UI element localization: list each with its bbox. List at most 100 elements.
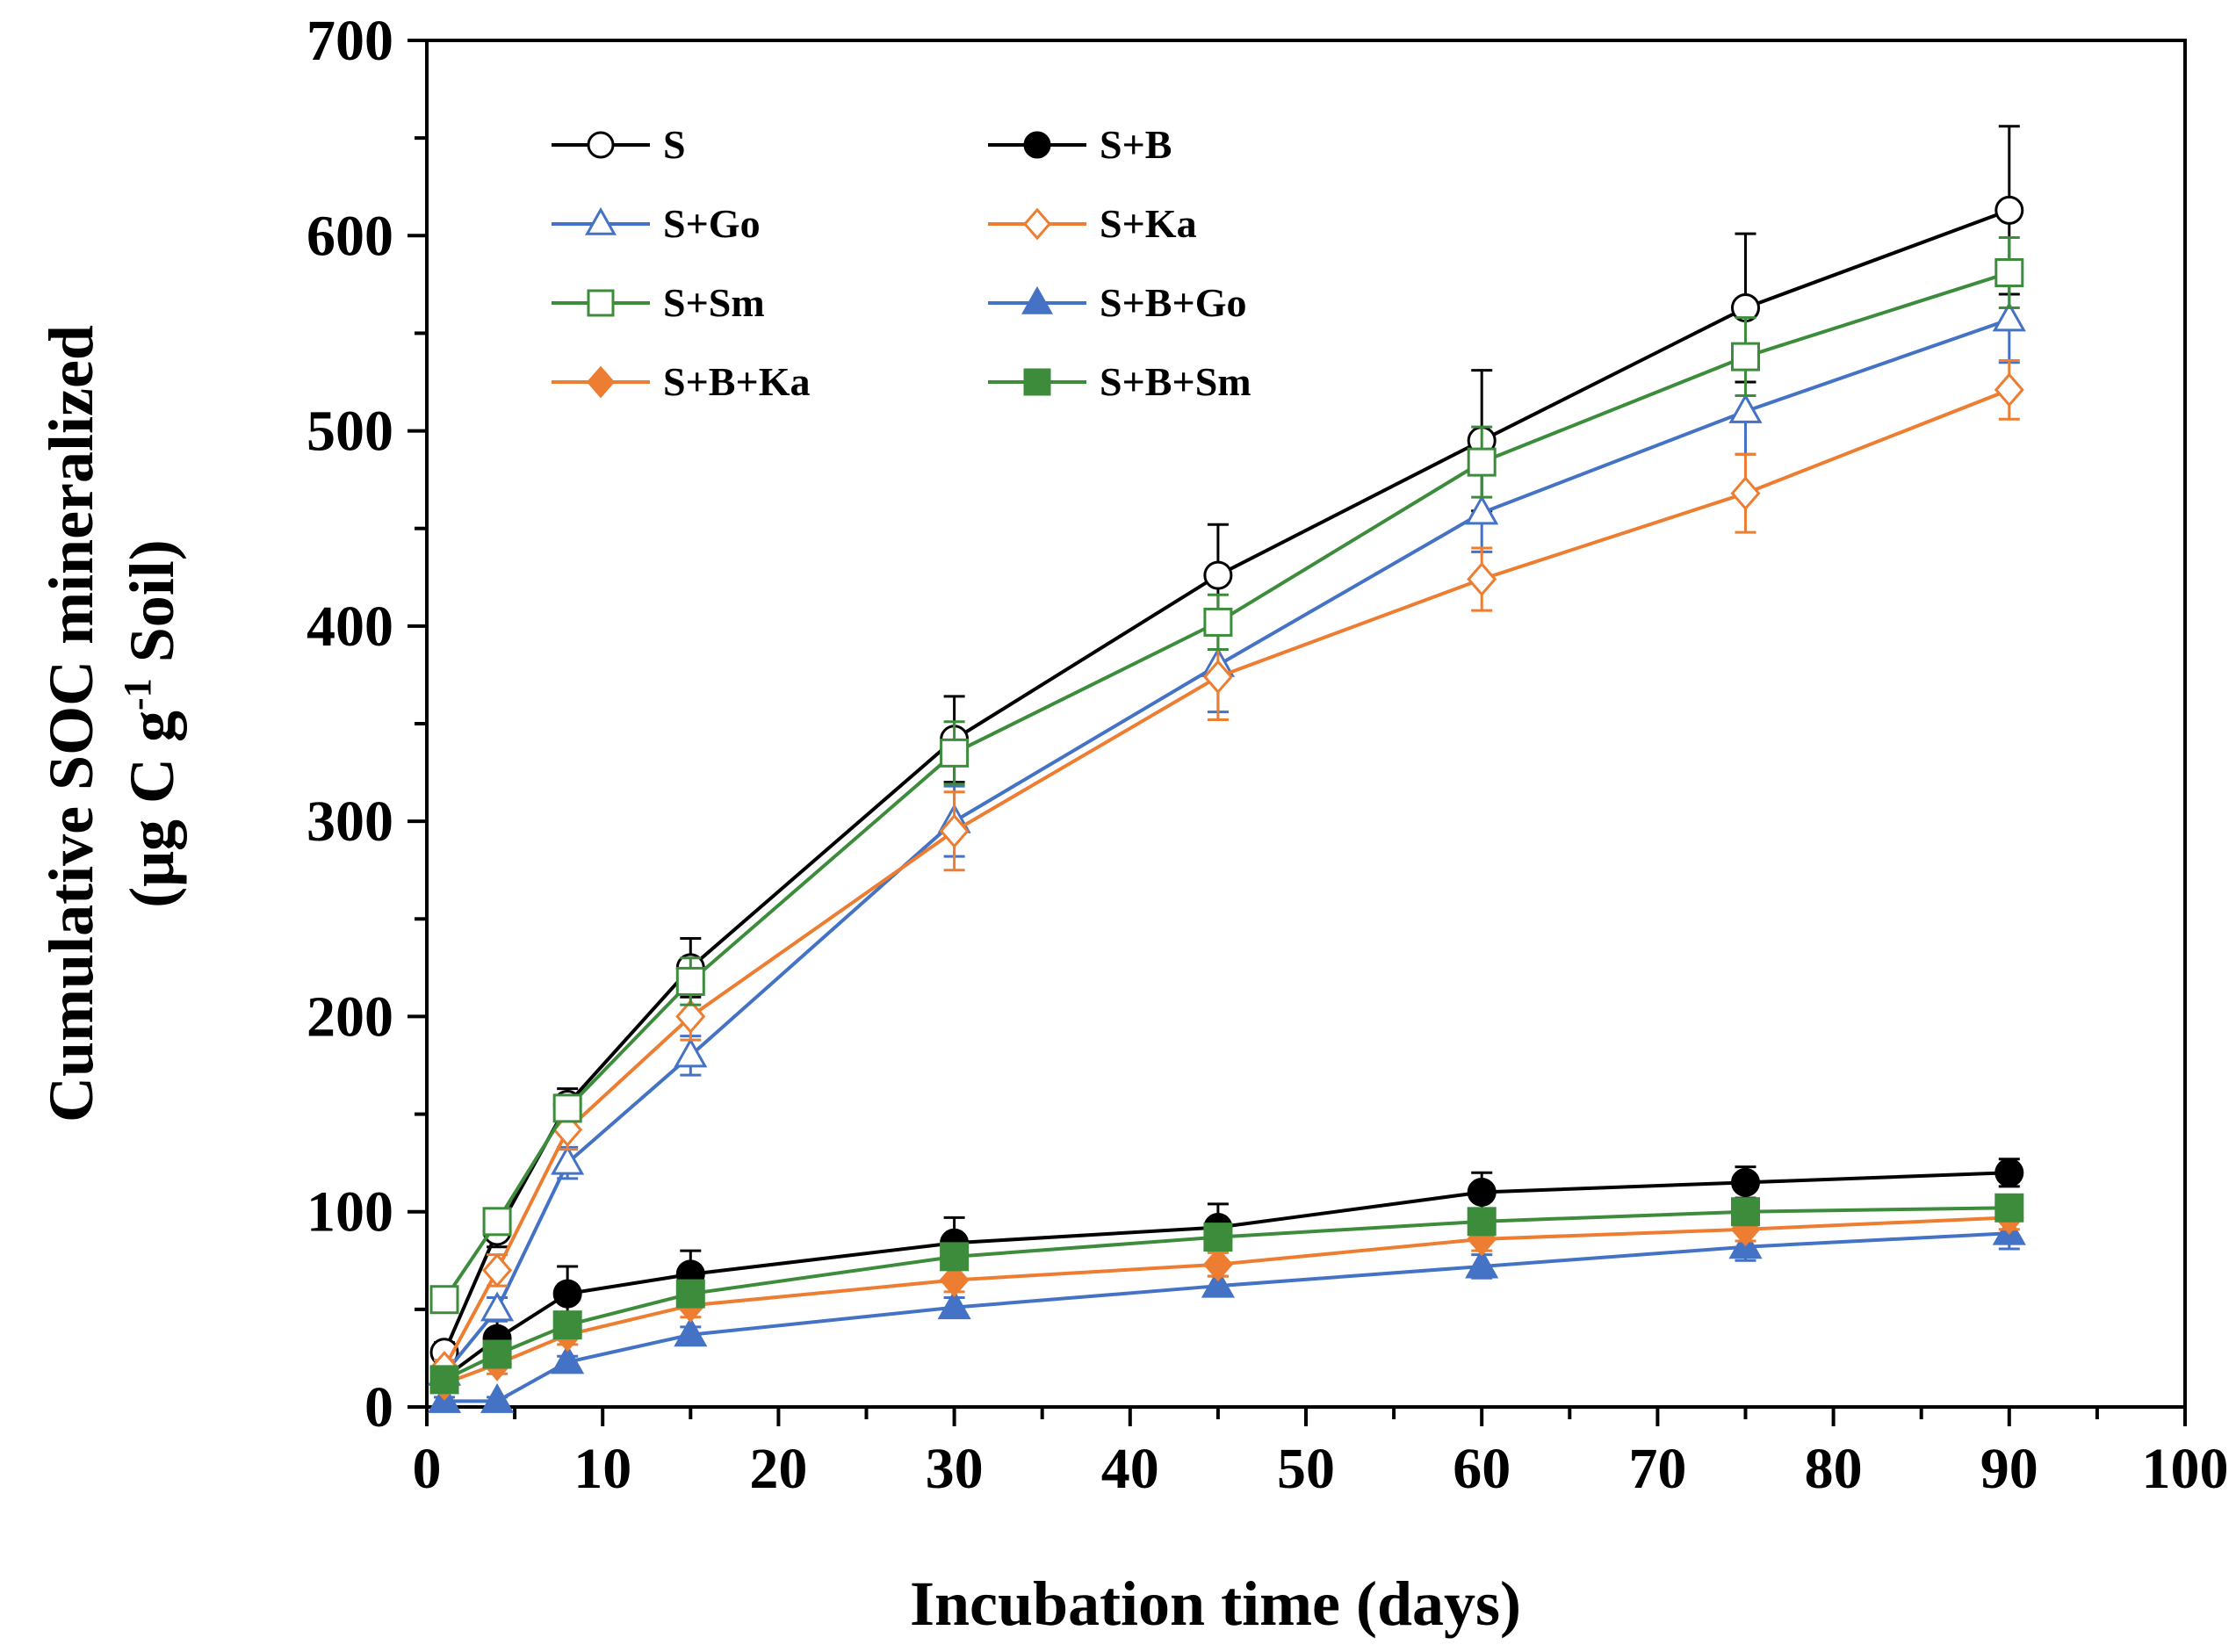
y-axis-title-sup: -1 <box>116 678 159 711</box>
y-tick-label: 700 <box>307 9 393 73</box>
data-point <box>1731 1197 1760 1227</box>
data-point <box>552 1310 582 1340</box>
data-point <box>1731 1167 1760 1197</box>
data-point <box>674 1317 708 1347</box>
legend-item-s-b: S+B <box>988 122 1172 167</box>
data-point <box>1994 1193 2024 1223</box>
series-layer <box>427 125 2026 1413</box>
legend-marker <box>1023 368 1051 396</box>
legend-item-s-b-go: S+B+Go <box>988 280 1246 325</box>
plot-area <box>425 39 2187 1409</box>
legend-marker <box>1021 285 1053 314</box>
axis-ticks <box>408 39 2187 1426</box>
data-point <box>1202 660 1233 695</box>
legend-item-s-b-sm: S+B+Sm <box>988 359 1251 404</box>
data-point <box>1201 1267 1235 1298</box>
data-point <box>675 1279 705 1309</box>
legend-marker <box>1023 131 1051 159</box>
legend-marker <box>587 289 615 317</box>
legend-label: S+B <box>1100 122 1172 167</box>
series-s-ka <box>429 359 2024 1386</box>
y-tick-label: 500 <box>307 400 393 464</box>
data-point <box>480 1383 515 1413</box>
data-point <box>1202 1247 1233 1282</box>
x-tick-labels: 0 10 20 30 40 50 60 70 80 90 100 <box>413 1437 2229 1501</box>
y-axis-title-suffix: Soil) <box>117 539 187 678</box>
data-point <box>1465 1248 1499 1279</box>
data-point <box>939 813 970 848</box>
data-point <box>552 1279 582 1309</box>
x-tick-label: 70 <box>1628 1437 1686 1501</box>
data-point <box>1994 195 2024 225</box>
data-point <box>480 1291 515 1322</box>
data-point <box>1203 560 1233 590</box>
legend-label: S <box>663 122 686 167</box>
data-point <box>674 1037 708 1068</box>
data-point <box>1465 494 1499 525</box>
data-point <box>482 1339 512 1369</box>
data-point <box>939 1262 970 1298</box>
legend-item-s-go: S+Go <box>552 201 761 246</box>
data-point <box>552 1093 582 1123</box>
legend-item-s-b-ka: S+B+Ka <box>552 359 810 404</box>
x-tick-label: 30 <box>926 1437 984 1501</box>
x-tick-label: 0 <box>413 1437 442 1501</box>
y-tick-label: 300 <box>307 790 393 854</box>
y-tick-label: 200 <box>307 985 393 1049</box>
data-point <box>675 999 706 1034</box>
data-point <box>1467 1177 1497 1207</box>
data-point <box>1994 258 2024 288</box>
legend-label: S+Sm <box>663 280 765 325</box>
data-point <box>675 966 705 996</box>
x-tick-label: 90 <box>1980 1437 2038 1501</box>
legend-item-s-sm: S+Sm <box>552 280 765 325</box>
data-point <box>1730 476 1761 511</box>
data-point <box>1994 1158 2024 1187</box>
series-s-b-sm <box>429 1193 2024 1395</box>
legend-marker <box>587 131 615 159</box>
data-point <box>937 1289 971 1320</box>
legend-label: S+Go <box>663 201 761 246</box>
data-point <box>1731 342 1760 372</box>
y-tick-label: 100 <box>307 1180 393 1244</box>
legend-label: S+B+Ka <box>663 359 810 404</box>
data-point <box>551 1344 585 1374</box>
legend-label: S+B+Sm <box>1100 359 1251 404</box>
x-tick-label: 100 <box>2142 1437 2229 1501</box>
y-axis-title-line1: Cumulative SOC mineralized <box>36 325 106 1122</box>
data-point <box>1728 393 1763 423</box>
x-tick-label: 80 <box>1805 1437 1863 1501</box>
y-tick-label: 0 <box>364 1375 393 1439</box>
data-point <box>1203 607 1233 637</box>
x-tick-label: 50 <box>1277 1437 1335 1501</box>
data-point <box>429 1365 459 1395</box>
legend-item-s: S <box>552 122 686 167</box>
x-axis-title: Incubation time (days) <box>910 1569 1521 1639</box>
x-tick-label: 60 <box>1453 1437 1511 1501</box>
y-axis-title-line2: (μg C g-1 Soil) <box>116 539 187 907</box>
data-point <box>1994 372 2024 408</box>
y-axis-title: Cumulative SOC mineralized (μg C g-1 Soi… <box>36 325 187 1122</box>
legend-marker <box>585 206 617 235</box>
y-axis-title-prefix: (μg C g <box>117 711 187 908</box>
data-point <box>1467 1207 1497 1237</box>
series-s-sm <box>429 236 2024 1315</box>
data-point <box>482 1207 512 1237</box>
series-s-b-go <box>427 1215 2026 1413</box>
data-point <box>551 1144 585 1175</box>
legend-marker <box>587 365 615 399</box>
legend-item-s-ka: S+Ka <box>988 201 1197 246</box>
data-point <box>940 738 970 768</box>
data-point <box>1467 447 1497 477</box>
legend-label: S+Ka <box>1100 201 1197 246</box>
data-point <box>1203 1223 1233 1252</box>
data-point <box>482 1252 513 1288</box>
data-point <box>1992 301 2026 332</box>
y-tick-labels: 0 100 200 300 400 500 600 700 <box>307 9 393 1439</box>
legend-marker <box>1023 207 1051 241</box>
y-tick-label: 600 <box>307 204 393 268</box>
x-tick-label: 10 <box>573 1437 631 1501</box>
x-tick-label: 20 <box>749 1437 807 1501</box>
legend: S S+B S+Go S+Ka S+Sm S+B+Go S+B+Ka S+B+Sm <box>552 122 1251 404</box>
